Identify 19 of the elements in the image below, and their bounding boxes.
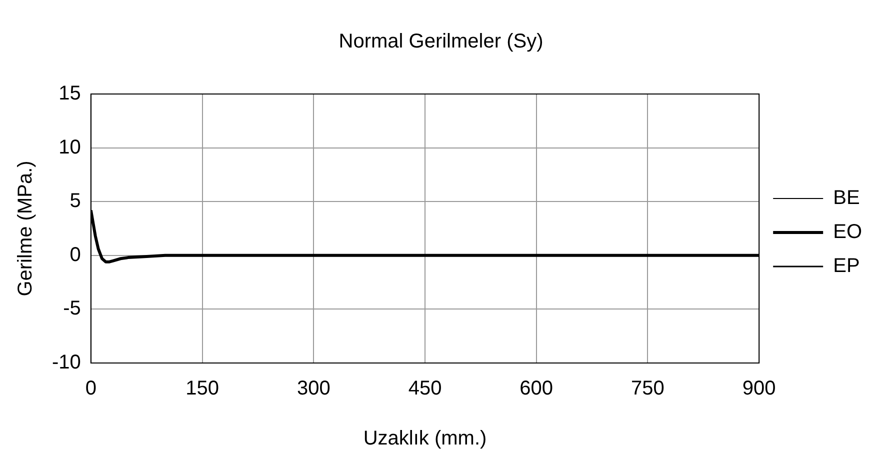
- y-tick-label: 0: [70, 244, 81, 266]
- x-tick-label: 150: [186, 378, 219, 400]
- y-tick-label: -10: [52, 352, 81, 374]
- y-tick-label: 15: [58, 82, 81, 105]
- legend-label: BE: [833, 187, 860, 210]
- x-tick-label: 750: [631, 378, 664, 400]
- chart-title: Normal Gerilmeler (Sy): [338, 30, 544, 53]
- y-tick-label: 5: [70, 190, 81, 212]
- y-tick-label: 10: [58, 136, 81, 158]
- x-tick-label: 900: [742, 378, 776, 400]
- x-tick-label: 0: [85, 378, 96, 400]
- x-tick-label: 300: [296, 378, 330, 400]
- x-tick-label: 450: [408, 378, 442, 400]
- legend-label: EO: [833, 221, 862, 244]
- x-tick-label: 600: [520, 378, 554, 400]
- y-axis-title: Gerilme (MPa.): [14, 160, 37, 296]
- x-axis-title: Uzaklık (mm.): [363, 428, 487, 450]
- legend-label: EP: [833, 255, 860, 278]
- y-tick-label: -5: [63, 298, 81, 320]
